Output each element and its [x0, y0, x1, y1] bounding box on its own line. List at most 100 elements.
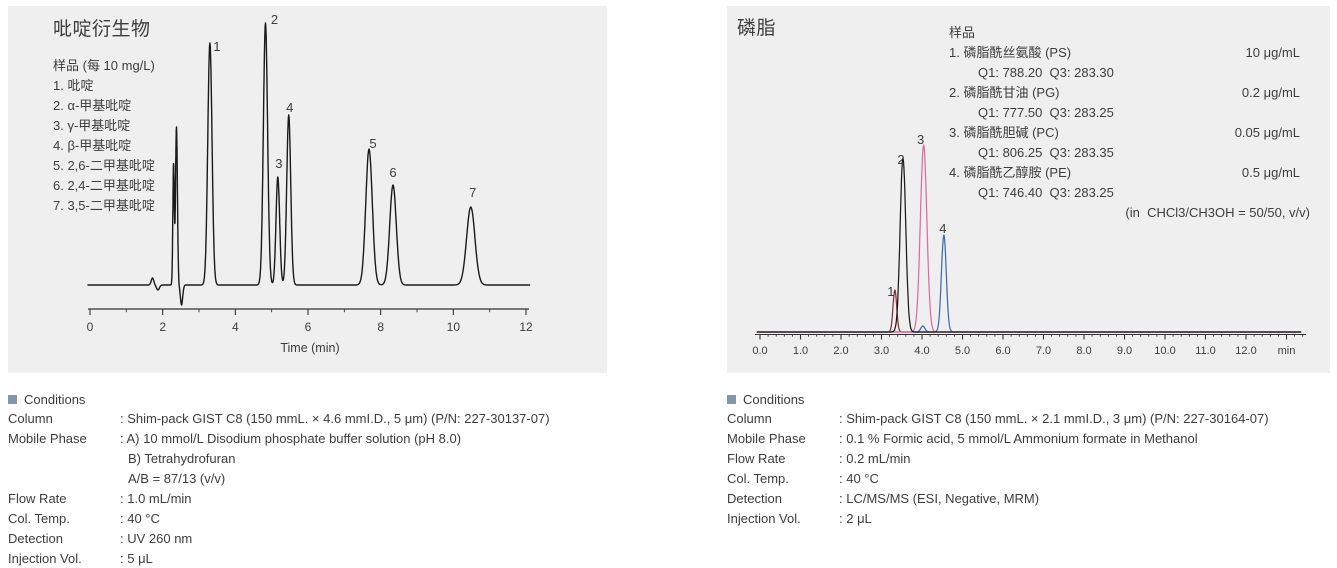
sample-list-header: 样品 [949, 25, 976, 40]
sample-name: 4. 磷脂酰乙醇胺 (PE) [949, 165, 1072, 180]
right-conditions-block: Conditions Column : Shim-pack GIST C8 (15… [727, 391, 1337, 528]
x-axis-tick-label: 1.0 [793, 345, 808, 357]
sample-name: 3. 磷脂酰胆碱 (PC) [949, 125, 1059, 140]
condition-row: Col. Temp. : 40 °C [8, 508, 708, 528]
x-axis-tick-label: 4 [232, 320, 239, 334]
peak-label: 2 [897, 152, 904, 167]
condition-label: Column [727, 410, 772, 426]
x-axis-tick-label: 5.0 [955, 345, 970, 357]
condition-label: Mobile Phase [727, 430, 806, 446]
right-sample-list: 样品 1. 磷脂酰丝氨酸 (PS) 10 μg/mL Q1: 788.20 Q3: … [949, 23, 1310, 223]
condition-row: Mobile Phase : A) 10 mmol/L Disodium phos… [8, 428, 708, 448]
x-axis-title: Time (min) [280, 341, 339, 355]
sample-concentration: 10 μg/mL [1245, 45, 1300, 60]
condition-label: Mobile Phase [8, 430, 87, 446]
condition-value: : Shim-pack GIST C8 (150 mmL. × 4.6 mmI.… [120, 410, 550, 426]
x-axis-tick-label: 12.0 [1235, 345, 1256, 357]
peak-label: 4 [286, 100, 293, 115]
sample-name: 1. 磷脂酰丝氨酸 (PS) [949, 45, 1072, 60]
peak-label: 1 [213, 39, 220, 54]
peak-label: 3 [917, 132, 924, 147]
trace-PG 磷脂酰甘油 [756, 157, 1302, 333]
condition-value: : 5 μL [120, 550, 153, 566]
phospholipid-chromatogram: 0.0 1.0 2.0 3.0 4.0 5.0 6.0 7.0 8.0 9.0 10.0 11.0 12… [752, 132, 1306, 357]
mrm-transition: Q1: 788.20 Q3: 283.30 [978, 65, 1114, 80]
condition-value: : Shim-pack GIST C8 (150 mmL. × 2.1 mmI.… [839, 410, 1269, 426]
peak-label: 7 [469, 185, 476, 200]
square-bullet-icon [8, 395, 17, 404]
peak-label: 5 [369, 136, 376, 151]
condition-row: Column : Shim-pack GIST C8 (150 mmL. × 4.… [8, 408, 708, 428]
x-axis-tick-label: 2 [159, 320, 166, 334]
condition-value: : 40 °C [120, 510, 160, 526]
trace-PS 磷脂酰丝氨酸 [756, 289, 1302, 333]
x-axis-tick-label: 9.0 [1117, 345, 1132, 357]
conditions-title: Conditions [24, 392, 86, 407]
x-axis-tick-label: 6 [305, 320, 312, 334]
condition-label: Injection Vol. [727, 510, 801, 526]
x-axis-tick-label: 3.0 [874, 345, 889, 357]
x-axis-tick-label: 12 [519, 320, 533, 334]
sample-list-item: 5. 2,6-二甲基吡啶 [53, 158, 155, 173]
sample-items: 1. 磷脂酰丝氨酸 (PS) 10 μg/mL Q1: 788.20 Q3: 283… [949, 43, 1310, 203]
condition-value: : 2 μL [839, 510, 872, 526]
conditions-rows: Column : Shim-pack GIST C8 (150 mmL. × 2.… [727, 408, 1337, 528]
condition-row: Mobile Phase : 0.1 % Formic acid, 5 mmol/… [727, 428, 1337, 448]
mrm-transition: Q1: 777.50 Q3: 283.25 [978, 105, 1114, 120]
trace-UV 260 nm signal [87, 22, 531, 306]
conditions-header: Conditions [8, 391, 708, 408]
peak-label: 3 [275, 156, 282, 171]
condition-value: : 0.2 mL/min [839, 450, 911, 466]
sample-list-item: 7. 3,5-二甲基吡啶 [53, 198, 155, 213]
x-axis-tick-label: 4.0 [914, 345, 929, 357]
left-sample-list: 样品 (每 10 mg/L) 1. 吡啶 2. α-甲基吡啶 3. γ-甲基吡啶 4.… [53, 56, 155, 216]
peak-label: 2 [271, 12, 278, 27]
sample-list-item: 4. β-甲基吡啶 [53, 138, 132, 153]
sample-list-item: 2. α-甲基吡啶 [53, 98, 132, 113]
peak-label: 1 [887, 284, 894, 299]
condition-label: Injection Vol. [8, 550, 82, 566]
condition-row: Detection : LC/MS/MS (ESI, Negative, MRM) [727, 488, 1337, 508]
left-conditions-block: Conditions Column : Shim-pack GIST C8 (15… [8, 391, 708, 568]
condition-row: A/B = 87/13 (v/v) [8, 468, 708, 488]
x-axis-tick-label: 11.0 [1195, 345, 1216, 357]
sample-row: 3. 磷脂酰胆碱 (PC) 0.05 μg/mL [949, 123, 1310, 143]
condition-label: Col. Temp. [727, 470, 789, 486]
conditions-rows: Column : Shim-pack GIST C8 (150 mmL. × 4.… [8, 408, 708, 568]
sample-list-item: 6. 2,4-二甲基吡啶 [53, 178, 155, 193]
sample-concentration: 0.5 μg/mL [1241, 165, 1300, 180]
x-axis-tick-label: 2.0 [833, 345, 848, 357]
condition-row: Flow Rate : 0.2 mL/min [727, 448, 1337, 468]
x-axis-tick-label: 8 [377, 320, 384, 334]
condition-row: Flow Rate: 1.0 mL/min [8, 488, 708, 508]
sample-name: 2. 磷脂酰甘油 (PG) [949, 85, 1060, 100]
sample-row: 4. 磷脂酰乙醇胺 (PE) 0.5 μg/mL [949, 163, 1310, 183]
condition-label: Flow Rate [727, 450, 786, 466]
right-panel-title: 磷脂 [737, 18, 777, 39]
conditions-header: Conditions [727, 391, 1337, 408]
condition-value: A/B = 87/13 (v/v) [128, 470, 226, 486]
condition-label: Column [8, 410, 53, 426]
x-axis-tick-label: 0.0 [752, 345, 767, 357]
condition-value: : LC/MS/MS (ESI, Negative, MRM) [839, 490, 1040, 506]
sample-concentration: 0.05 μg/mL [1234, 125, 1300, 140]
condition-label: Col. Temp. [8, 510, 70, 526]
peak-label: 6 [389, 165, 396, 180]
sample-list-item: 1. 吡啶 [53, 78, 94, 93]
condition-value: : A) 10 mmol/L Disodium phosphate buffer… [120, 430, 462, 446]
x-axis-tick-label: 8.0 [1076, 345, 1091, 357]
x-axis-tick-label: min [1278, 345, 1296, 357]
condition-row: Col. Temp.: 40 °C [727, 468, 1337, 488]
condition-label: Detection [727, 490, 782, 506]
x-axis-tick-label: 0 [87, 320, 94, 334]
condition-value: : 0.1 % Formic acid, 5 mmol/L Ammonium f… [839, 430, 1198, 446]
x-axis-tick-label: 10 [447, 320, 461, 334]
mrm-transition: Q1: 806.25 Q3: 283.35 [978, 145, 1114, 160]
condition-row: Injection Vol. : 5 μL [8, 548, 708, 568]
condition-value: : 1.0 mL/min [120, 490, 192, 506]
solvent-note: (in CHCl3/CH3OH = 50/50, v/v) [1125, 205, 1310, 220]
sample-list-item: 3. γ-甲基吡啶 [53, 118, 131, 133]
pyridine-panel: 吡啶衍生物 样品 (每 10 mg/L) 1. 吡啶 2. α-甲基吡啶 3. γ-… [8, 6, 607, 373]
left-panel-title: 吡啶衍生物 [53, 19, 151, 40]
